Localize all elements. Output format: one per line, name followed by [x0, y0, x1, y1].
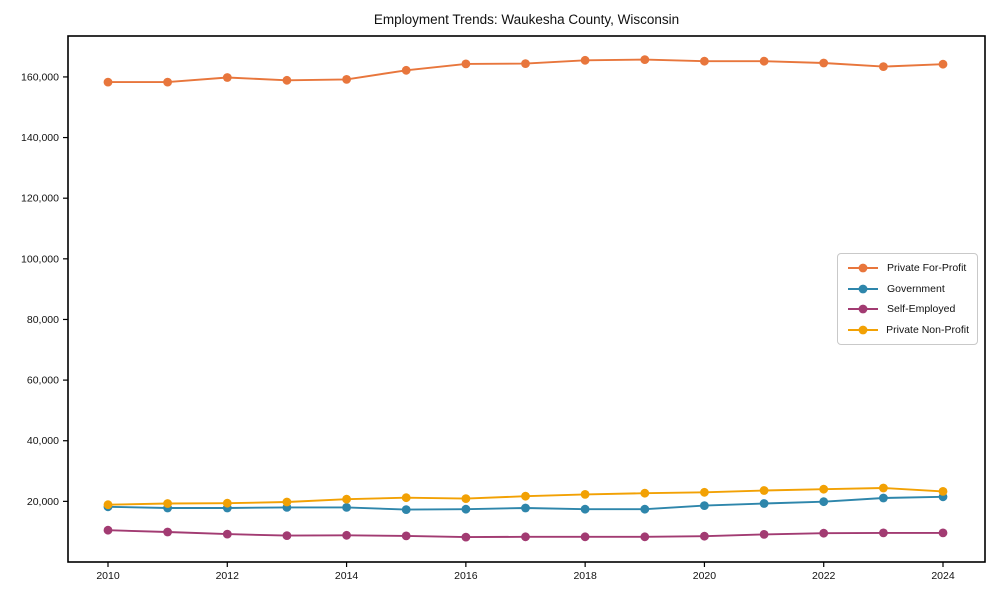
y-tick-label: 20,000: [27, 496, 59, 508]
data-point-private-for-profit: [103, 77, 113, 87]
data-point-private-for-profit: [879, 62, 888, 71]
y-tick-label: 80,000: [27, 314, 59, 326]
data-point-government: [700, 501, 709, 510]
data-point-private-non-profit: [103, 500, 113, 510]
legend-label: Self-Employed: [887, 303, 956, 316]
legend-marker-icon: [848, 263, 878, 273]
y-tick-label: 140,000: [21, 132, 59, 144]
legend-marker-icon: [848, 284, 878, 294]
data-point-private-for-profit: [163, 77, 173, 87]
data-point-private-non-profit: [521, 491, 530, 501]
data-point-self-employed: [580, 532, 590, 542]
legend-label: Government: [887, 282, 945, 295]
data-point-private-non-profit: [342, 494, 351, 504]
x-tick-label: 2022: [812, 570, 836, 582]
data-point-private-non-profit: [700, 487, 709, 497]
legend-marker-icon: [848, 304, 878, 314]
data-point-government: [759, 499, 769, 508]
data-point-government: [342, 503, 351, 512]
data-point-private-non-profit: [282, 497, 292, 507]
data-point-private-for-profit: [461, 59, 471, 69]
data-point-private-non-profit: [401, 493, 411, 503]
data-point-government: [461, 504, 471, 514]
legend-item-private-for-profit: Private For-Profit: [846, 259, 969, 277]
data-point-government: [521, 503, 530, 513]
data-point-self-employed: [103, 525, 113, 535]
data-point-private-non-profit: [640, 488, 650, 498]
legend-marker-icon: [848, 325, 878, 335]
legend-label: Private Non-Profit: [886, 323, 969, 336]
data-point-self-employed: [401, 531, 411, 541]
data-point-government: [819, 497, 829, 507]
y-tick-label: 100,000: [21, 253, 59, 265]
data-point-private-non-profit: [222, 498, 232, 508]
data-point-self-employed: [640, 532, 650, 542]
legend: Private For-Profit Government Self-Employe…: [837, 253, 978, 345]
x-tick-label: 2012: [216, 570, 240, 582]
y-tick-label: 120,000: [21, 193, 59, 205]
data-point-private-for-profit: [222, 73, 232, 82]
data-point-government: [580, 504, 590, 514]
data-point-self-employed: [819, 528, 829, 538]
data-point-private-for-profit: [342, 75, 351, 84]
data-point-private-non-profit: [819, 484, 829, 494]
plot-border: [67, 35, 986, 563]
legend-label: Private For-Profit: [887, 262, 967, 275]
data-point-private-for-profit: [819, 58, 829, 68]
data-point-private-for-profit: [521, 59, 530, 68]
y-tick-label: 40,000: [27, 435, 59, 447]
x-tick-label: 2010: [96, 570, 120, 582]
data-point-private-non-profit: [938, 487, 948, 496]
data-point-self-employed: [163, 527, 173, 537]
data-point-private-for-profit: [282, 75, 292, 85]
data-point-self-employed: [222, 529, 232, 539]
data-point-self-employed: [461, 532, 471, 542]
data-point-self-employed: [282, 531, 292, 540]
data-point-private-non-profit: [461, 494, 471, 503]
data-point-self-employed: [938, 528, 948, 538]
data-point-private-non-profit: [879, 483, 888, 493]
data-point-self-employed: [342, 530, 351, 540]
data-point-self-employed: [700, 531, 709, 541]
data-point-self-employed: [879, 528, 888, 538]
chart-title: Employment Trends: Waukesha County, Wisc…: [373, 12, 680, 27]
data-point-private-for-profit: [759, 56, 769, 66]
x-tick-label: 2020: [693, 570, 717, 582]
x-tick-label: 2014: [335, 570, 359, 582]
data-point-government: [401, 505, 411, 514]
data-point-government: [879, 493, 888, 503]
x-tick-label: 2018: [573, 570, 597, 582]
data-point-private-for-profit: [580, 55, 590, 65]
data-point-government: [640, 504, 650, 514]
legend-item-government: Government: [846, 280, 969, 298]
legend-item-self-employed: Self-Employed: [846, 300, 969, 318]
data-point-private-non-profit: [163, 499, 173, 508]
x-tick-label: 2016: [454, 570, 478, 582]
data-point-private-for-profit: [640, 55, 650, 64]
y-tick-label: 60,000: [27, 375, 59, 387]
data-point-self-employed: [521, 532, 530, 542]
data-point-self-employed: [759, 530, 769, 539]
data-point-private-for-profit: [401, 65, 411, 75]
data-point-private-for-profit: [938, 59, 948, 69]
x-tick-label: 2024: [931, 570, 955, 582]
legend-item-private-non-profit: Private Non-Profit: [846, 321, 969, 339]
data-point-private-for-profit: [700, 56, 709, 66]
data-point-private-non-profit: [580, 490, 590, 499]
y-tick-label: 160,000: [21, 71, 59, 83]
data-point-private-non-profit: [759, 486, 769, 495]
